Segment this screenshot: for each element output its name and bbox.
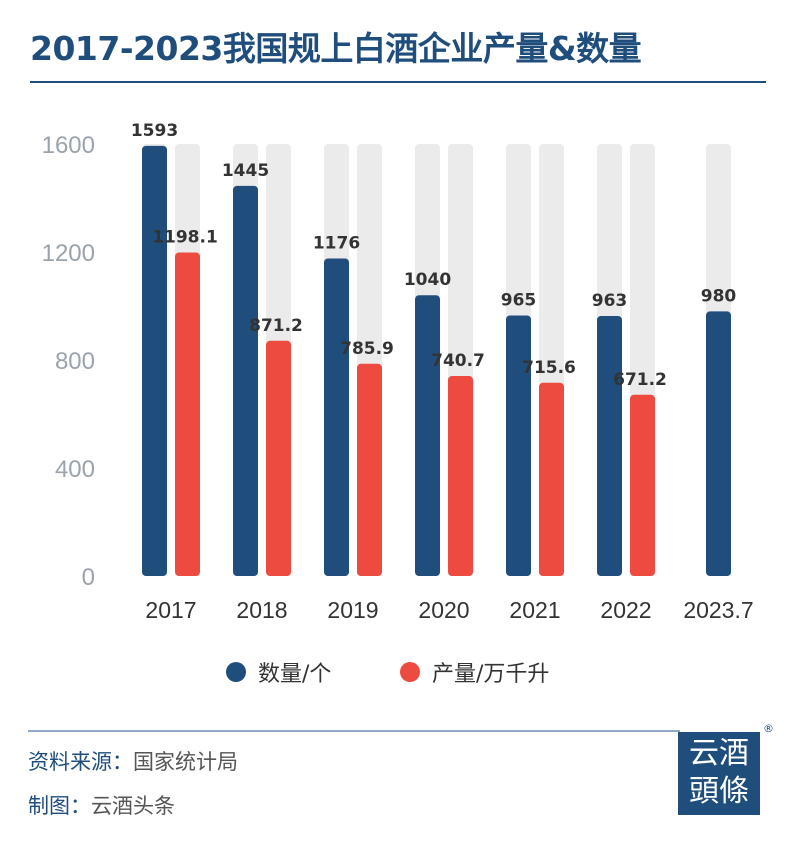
bar-output: [266, 340, 291, 576]
bar-count: [415, 295, 440, 576]
data-label-output: 715.6: [522, 358, 576, 378]
x-tick-label: 2017: [145, 597, 196, 623]
data-label-count: 1176: [313, 233, 360, 253]
data-label-output: 871.2: [249, 316, 303, 336]
source-value: 国家统计局: [133, 750, 238, 774]
maker-value: 云酒头条: [91, 794, 175, 818]
x-tick-label: 2020: [418, 597, 469, 623]
data-label-count: 1040: [404, 270, 451, 290]
y-tick-label: 0: [82, 564, 95, 591]
y-tick-label: 1200: [42, 240, 95, 267]
y-tick-label: 800: [55, 348, 95, 375]
x-tick-label: 2019: [327, 597, 378, 623]
x-tick-label: 2018: [236, 597, 287, 623]
logo-line1: 云酒: [689, 736, 749, 771]
y-tick-label: 400: [55, 456, 95, 483]
brand-logo: 云酒 頭條: [678, 732, 760, 815]
x-tick-label: 2021: [509, 597, 560, 623]
registered-mark: ®: [763, 722, 774, 735]
bar-output: [357, 363, 382, 576]
source-label: 资料来源：: [28, 750, 133, 774]
bar-count: [142, 145, 167, 576]
legend-label: 数量/个: [258, 662, 332, 687]
bar-chart: 0 400 800 1200 1600 1593 1198.1 2017 1445 871.2 20…: [42, 121, 754, 623]
bar-output: [539, 382, 564, 576]
bar-output: [448, 376, 473, 576]
bar-count: [706, 311, 731, 576]
legend-item-count: 数量/个: [226, 656, 331, 688]
chart-title: 2017-2023我国规上白酒企业产量&数量: [30, 29, 642, 68]
bar-count: [597, 315, 622, 576]
data-label-output: 1198.1: [152, 228, 218, 248]
source-line: 资料来源：国家统计局: [28, 746, 238, 776]
data-label-output: 671.2: [613, 370, 667, 390]
logo-line2: 頭條: [689, 774, 749, 809]
footer-divider: [28, 730, 680, 732]
legend-item-output: 产量/万千升: [400, 656, 549, 688]
maker-line: 制图：云酒头条: [28, 790, 175, 820]
bar-count: [324, 258, 349, 576]
data-label-count: 1445: [222, 161, 269, 181]
data-label-count: 1593: [131, 121, 178, 141]
data-label-count: 963: [592, 291, 628, 311]
title-divider: [30, 81, 766, 83]
data-label-count: 980: [701, 286, 737, 306]
bar-count: [506, 315, 531, 576]
data-label-output: 740.7: [431, 351, 485, 371]
data-label-output: 785.9: [340, 339, 394, 359]
legend-swatch-blue: [226, 662, 246, 682]
maker-label: 制图：: [28, 794, 91, 818]
legend-label: 产量/万千升: [432, 662, 550, 687]
bar-output: [630, 394, 655, 576]
x-tick-label: 2022: [600, 597, 651, 623]
bar-output: [175, 252, 200, 576]
bar-count: [233, 185, 258, 576]
y-tick-label: 1600: [42, 132, 95, 159]
legend-swatch-red: [400, 662, 420, 682]
x-tick-label: 2023.7: [683, 597, 753, 623]
data-label-count: 965: [501, 290, 537, 310]
